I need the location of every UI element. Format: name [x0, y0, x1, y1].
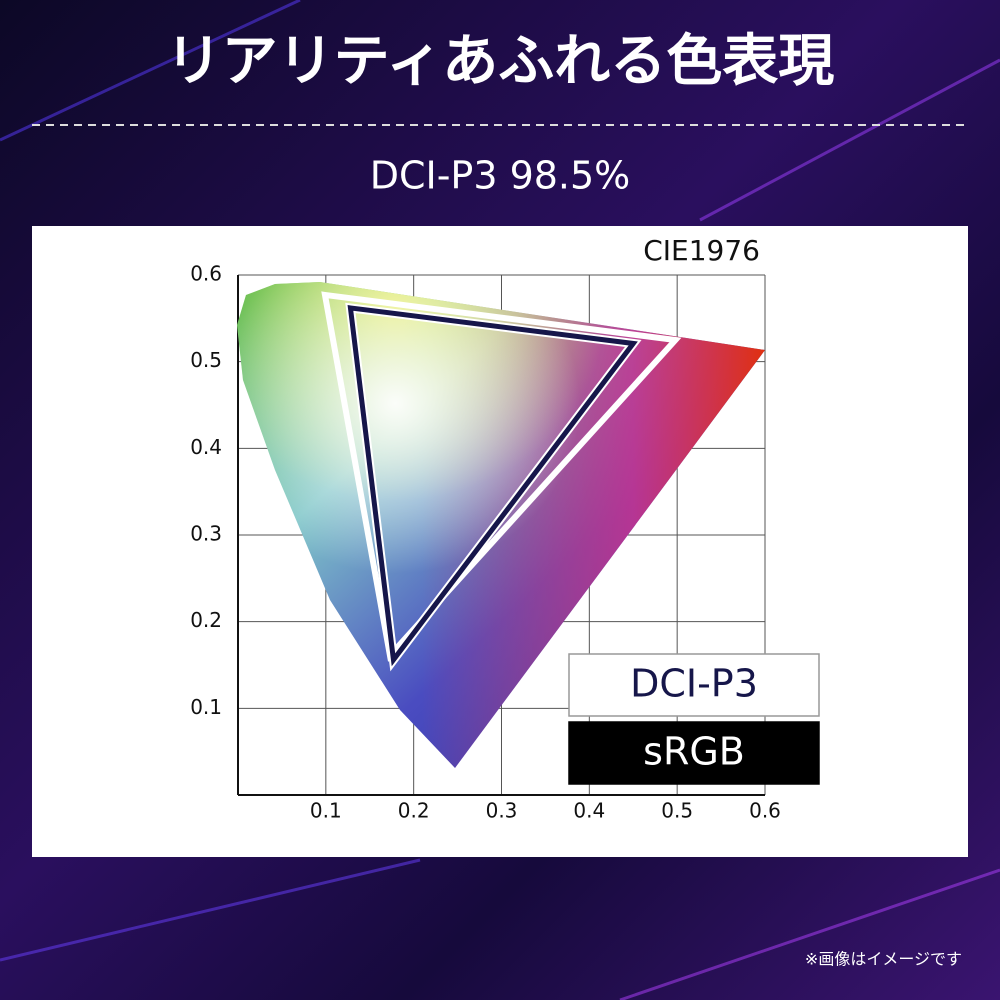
chart-title: CIE1976 — [643, 234, 760, 267]
x-tick-label: 0.6 — [749, 799, 781, 823]
plot: 0.1 0.2 0.3 0.4 0.5 0.6 0.1 0.2 0.3 0.4 0.5 0.6 CIE1… — [190, 234, 820, 823]
x-tick-label: 0.5 — [661, 799, 693, 823]
y-tick-label: 0.1 — [190, 695, 222, 719]
legend-box — [568, 721, 820, 785]
x-tick-label: 0.4 — [573, 799, 605, 823]
y-tick-label: 0.5 — [190, 348, 222, 372]
footnote: ※画像はイメージです — [805, 950, 962, 969]
y-tick-label: 0.2 — [190, 608, 222, 632]
title: リアリティあふれる色表現 — [166, 29, 835, 94]
y-tick-label: 0.6 — [190, 262, 222, 286]
gamut-triangle — [347, 305, 638, 667]
legend-label: sRGB — [643, 730, 745, 774]
gamut-triangle — [321, 291, 682, 663]
x-tick-label: 0.2 — [398, 799, 430, 823]
subtitle: DCI-P3 98.5% — [370, 154, 631, 198]
y-tick-label: 0.3 — [190, 522, 222, 546]
y-tick-label: 0.4 — [190, 435, 222, 459]
legend-label: DCI-P3 — [630, 662, 758, 706]
x-tick-label: 0.1 — [310, 799, 342, 823]
legend-box — [568, 653, 820, 717]
x-tick-label: 0.3 — [486, 799, 518, 823]
